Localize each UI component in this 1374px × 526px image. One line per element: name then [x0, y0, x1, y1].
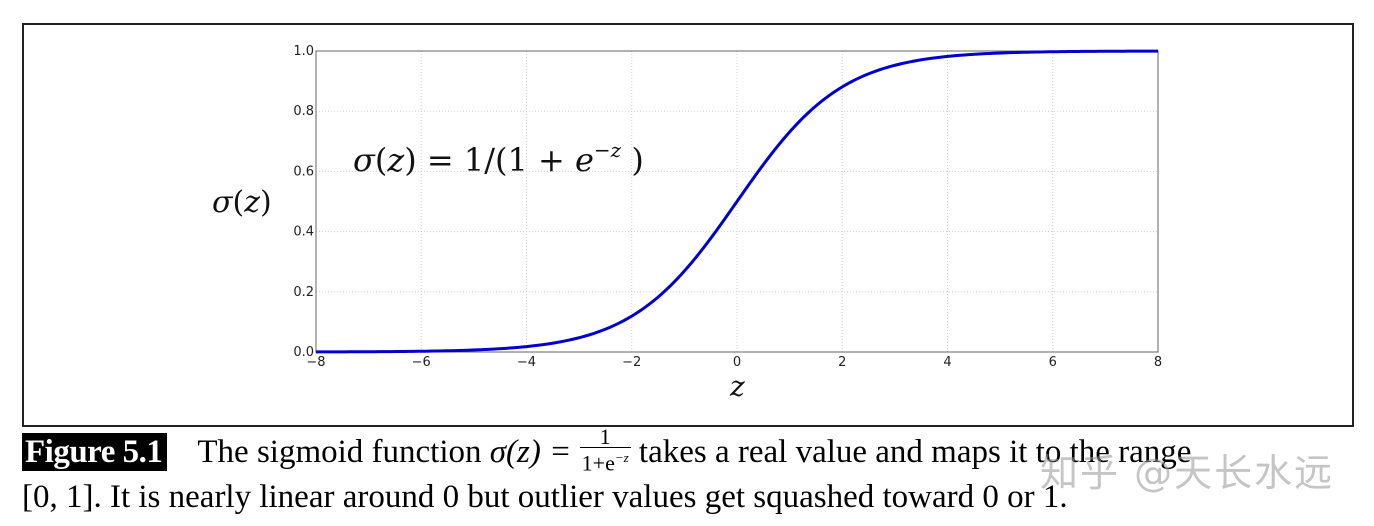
- caption-fraction: 1 1+e−z: [579, 426, 631, 476]
- y-tick-label: 0.8: [293, 104, 314, 119]
- sigmoid-chart: −8 −6 −4 −2 0 2 4 6 8 0.00.20.40.60.81.0 σ(z) z …: [212, 44, 1162, 403]
- caption-text-2: takes a real value and maps it to the ra…: [630, 433, 1192, 470]
- x-axis-label: z: [729, 370, 745, 403]
- x-tick-label: 6: [1049, 355, 1057, 370]
- caption-math-lhs: σ(z) =: [489, 433, 580, 470]
- caption-text-1: The sigmoid function: [197, 433, 490, 470]
- y-tick-label: 0.4: [293, 225, 314, 240]
- fraction-denominator: 1+e−z: [580, 448, 631, 476]
- fraction-den-exponent: −z: [614, 450, 629, 465]
- x-tick-label: −2: [622, 355, 641, 370]
- x-tick-label: −4: [517, 355, 536, 370]
- sigmoid-curve: [315, 49, 1159, 354]
- y-tick-label: 1.0: [293, 44, 314, 59]
- figure-label: Figure 5.1: [22, 432, 168, 471]
- x-tick-label: 8: [1154, 355, 1162, 370]
- plot-area: [315, 50, 1159, 353]
- figure-frame: [22, 23, 1354, 427]
- x-axis-ticks: −8 −6 −4 −2 0 2 4 6 8: [306, 355, 1162, 370]
- x-tick-label: −6: [412, 355, 431, 370]
- x-tick-label: 2: [838, 355, 846, 370]
- x-tick-label: −8: [306, 355, 325, 370]
- x-tick-label: 0: [733, 355, 741, 370]
- fraction-numerator: 1: [579, 426, 631, 448]
- y-tick-label: 0.2: [293, 285, 314, 300]
- fraction-den-base: 1+e: [581, 450, 615, 476]
- y-tick-label: 0.0: [293, 345, 314, 360]
- y-axis-ticks: 0.0 0.2 0.4 0.6 0.8 1.0: [293, 44, 314, 360]
- y-tick-label: 0.6: [293, 164, 314, 179]
- x-tick-label: 4: [943, 355, 951, 370]
- formula-annotation: σ(z) = 1/(1 + e−z ): [353, 138, 644, 179]
- caption-text-3: [0, 1]. It is nearly linear around 0 but…: [22, 479, 1068, 516]
- y-axis-label: σ(z): [212, 185, 272, 220]
